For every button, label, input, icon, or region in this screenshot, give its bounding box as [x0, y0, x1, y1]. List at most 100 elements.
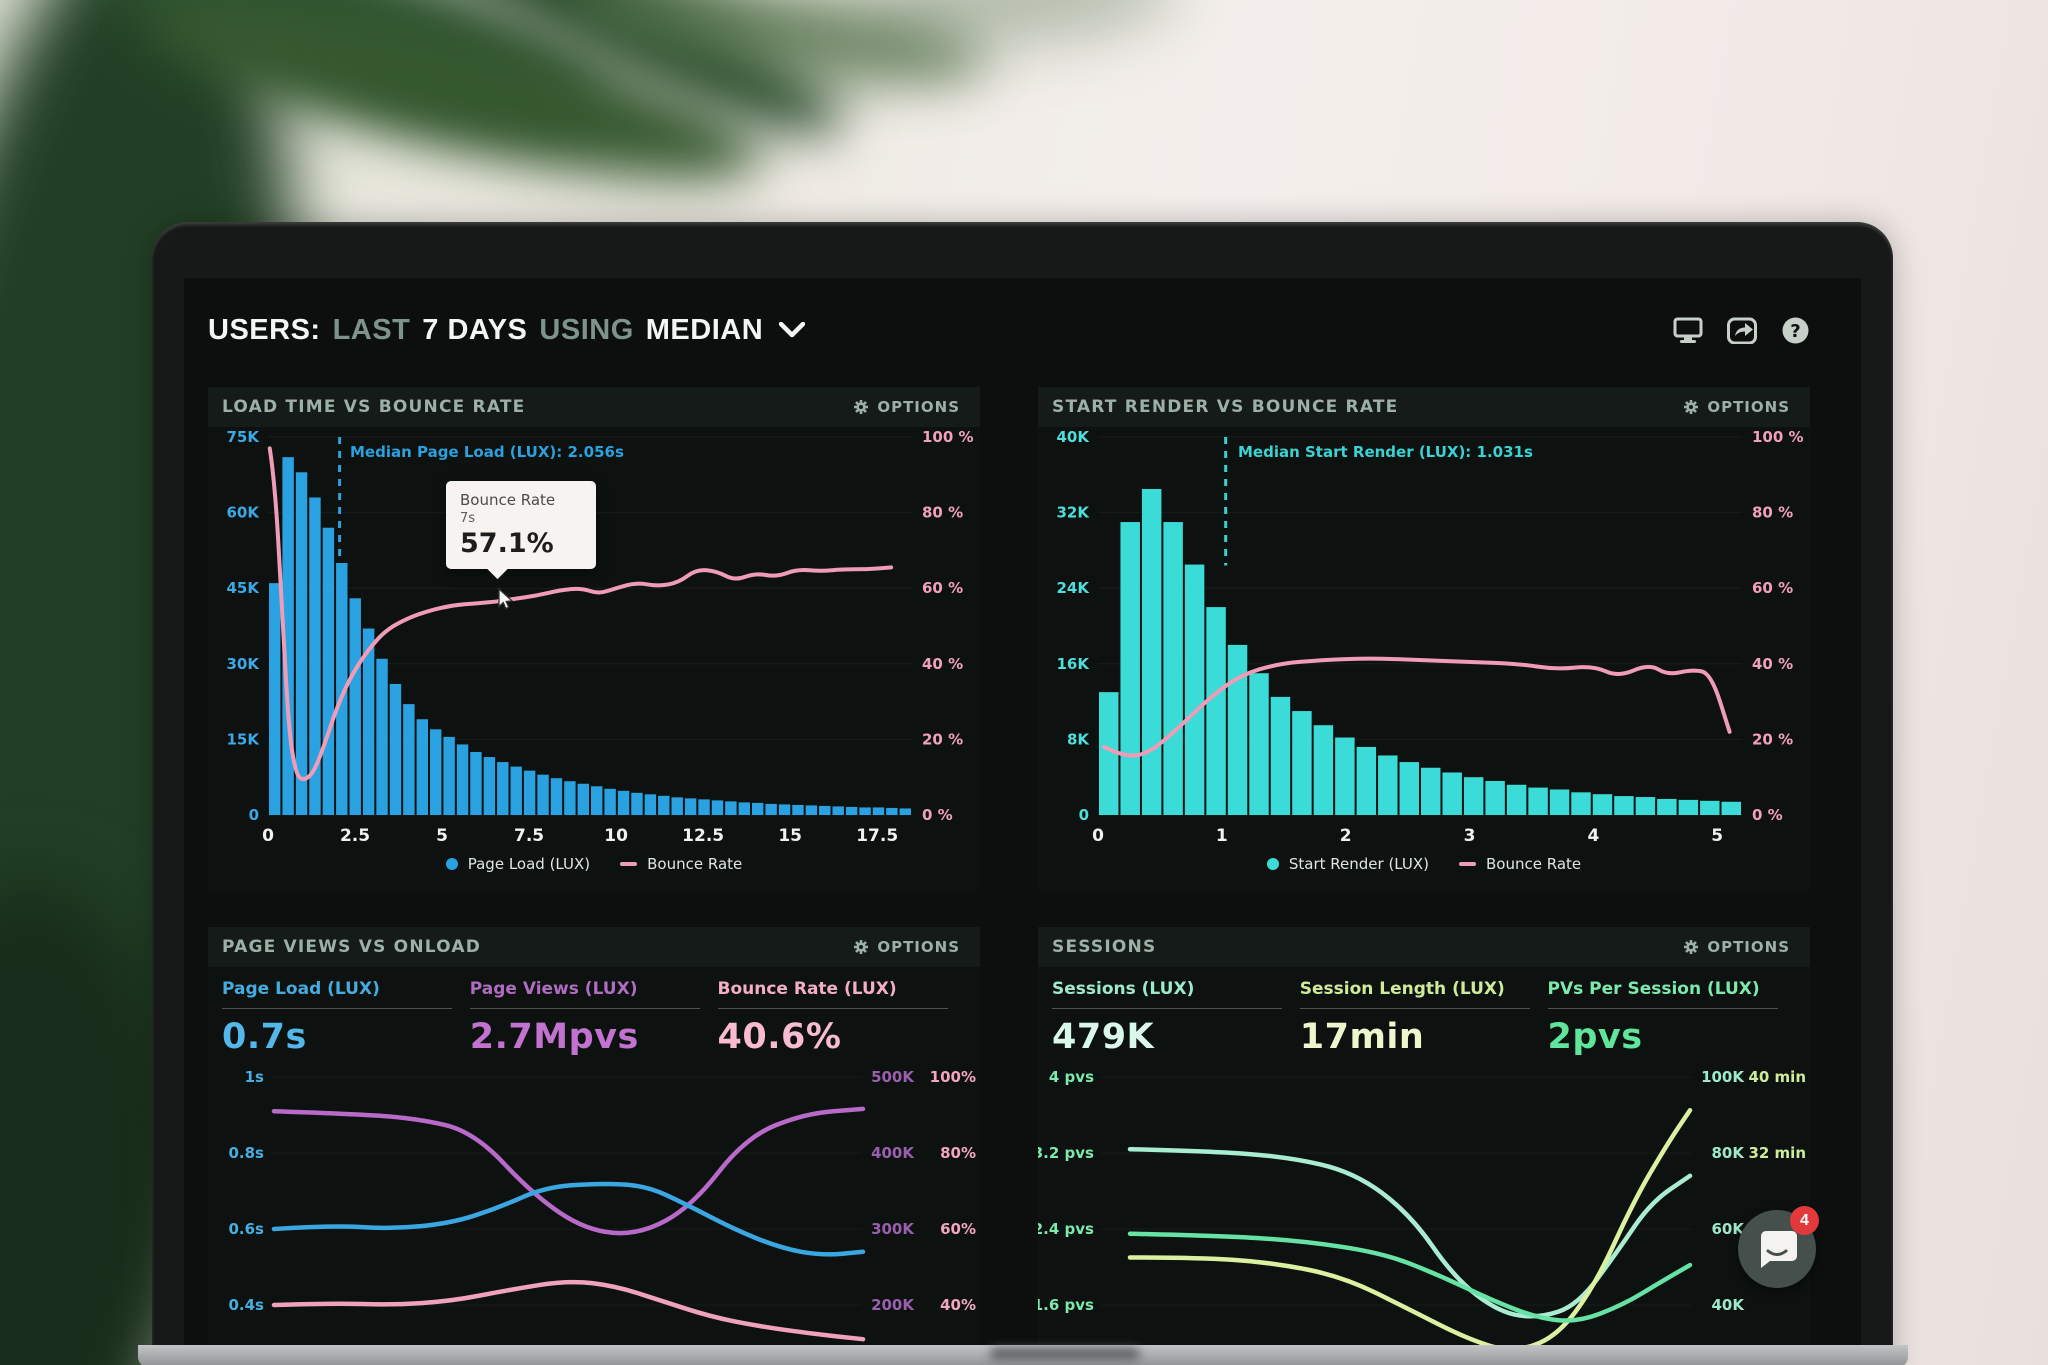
- svg-text:0: 0: [262, 826, 274, 846]
- panel-sessions: SESSIONS OPTIONS Sessions (LUX) 479K: [1038, 927, 1810, 1345]
- panel-header: PAGE VIEWS VS ONLOAD OPTIONS: [208, 927, 980, 967]
- users-range-dropdown[interactable]: USERS: LAST 7 DAYS USING MEDIAN: [208, 314, 806, 347]
- panel-title: LOAD TIME VS BOUNCE RATE: [222, 397, 526, 417]
- svg-text:0: 0: [1092, 826, 1104, 846]
- metric-value: 2pvs: [1547, 1017, 1643, 1057]
- intercom-launcher[interactable]: 4: [1738, 1206, 1819, 1288]
- svg-text:100K: 100K: [1701, 1068, 1745, 1086]
- svg-text:0.6s: 0.6s: [228, 1220, 264, 1238]
- options-button[interactable]: OPTIONS: [1677, 397, 1796, 417]
- tooltip-series: Bounce Rate: [460, 491, 556, 509]
- metric-divider: [1547, 1008, 1778, 1009]
- tooltip-value: 57.1%: [460, 528, 554, 559]
- tooltip-point: 7s: [460, 511, 476, 526]
- svg-text:45K: 45K: [227, 579, 261, 597]
- legend-item: Start Render (LUX): [1266, 855, 1429, 873]
- svg-text:80 %: 80 %: [922, 504, 963, 522]
- metric-page-views: Page Views (LUX) 2.7Mpvs: [469, 979, 718, 1059]
- svg-text:0 %: 0 %: [922, 806, 953, 824]
- svg-text:80 %: 80 %: [1752, 504, 1793, 522]
- svg-text:2: 2: [1340, 826, 1352, 846]
- svg-text:0 %: 0 %: [1752, 806, 1783, 824]
- chart-start-render-vs-bounce-rate: 40K 100 % 32K 80 % 24K 60 % 16K 40 % 8K 20 % 0 0 % 0…: [1057, 428, 1804, 846]
- svg-text:40 min: 40 min: [1748, 1068, 1806, 1086]
- metric-value: 0.7s: [222, 1017, 307, 1057]
- svg-text:32 min: 32 min: [1748, 1144, 1806, 1162]
- svg-text:0: 0: [249, 806, 259, 824]
- svg-text:20 %: 20 %: [922, 730, 963, 748]
- svg-text:60%: 60%: [940, 1220, 976, 1238]
- options-button[interactable]: OPTIONS: [847, 397, 966, 417]
- options-button[interactable]: OPTIONS: [847, 937, 966, 957]
- dashboard-screen: USERS: LAST 7 DAYS USING MEDIAN ?: [184, 278, 1861, 1345]
- chart-load-time-vs-bounce-rate: 75K 100 % 60K 80 % 45K 60 % 30K 40 % 15K 20 % 0 0 %…: [227, 428, 974, 846]
- svg-text:24K: 24K: [1057, 579, 1091, 597]
- svg-text:100%: 100%: [930, 1068, 976, 1086]
- panel-load-time-vs-bounce-rate: LOAD TIME VS BOUNCE RATE OPTIONS 75K 100 …: [208, 387, 980, 892]
- metric-page-load: Page Load (LUX) 0.7s: [222, 979, 470, 1059]
- legend-item: Bounce Rate: [620, 855, 742, 873]
- legend-line: [620, 862, 638, 866]
- legend-line: [1459, 862, 1477, 866]
- chart-area: 40K 100 % 32K 80 % 24K 60 % 16K 40 % 8K 20 % 0 0 % 0…: [1038, 427, 1810, 851]
- metric-divider: [1052, 1008, 1282, 1009]
- svg-text:16K: 16K: [1057, 655, 1091, 673]
- panel-title: START RENDER VS BOUNCE RATE: [1052, 397, 1399, 417]
- svg-text:32K: 32K: [1057, 504, 1091, 522]
- options-label: OPTIONS: [1707, 938, 1790, 956]
- svg-text:30K: 30K: [227, 655, 261, 673]
- chart-page-views-vs-onload: 1s 500K 100% 0.8s 400K 80% 0.6s 300K 60% 0.4s 200K…: [228, 1068, 976, 1342]
- help-icon[interactable]: ?: [1781, 316, 1810, 345]
- metric-label: Page Load (LUX): [222, 979, 380, 999]
- svg-text:200K: 200K: [871, 1296, 915, 1314]
- metric-label: Page Views (LUX): [469, 979, 638, 999]
- svg-text:2.4 pvs: 2.4 pvs: [1038, 1220, 1094, 1238]
- metric-label: Sessions (LUX): [1052, 979, 1195, 999]
- svg-text:80%: 80%: [940, 1144, 976, 1162]
- chart-tooltip: Bounce Rate 7s 57.1%: [446, 481, 596, 580]
- svg-text:1: 1: [1216, 826, 1228, 846]
- options-label: OPTIONS: [877, 938, 960, 956]
- svg-text:17.5: 17.5: [856, 826, 898, 846]
- svg-text:40K: 40K: [1712, 1296, 1746, 1314]
- panel-header: LOAD TIME VS BOUNCE RATE OPTIONS: [208, 387, 980, 427]
- svg-text:100 %: 100 %: [922, 428, 974, 446]
- share-icon[interactable]: [1727, 316, 1757, 344]
- svg-text:40 %: 40 %: [1752, 655, 1793, 673]
- metric-label: PVs Per Session (LUX): [1547, 979, 1760, 999]
- gear-icon: [1684, 940, 1699, 954]
- svg-text:10: 10: [604, 826, 628, 846]
- metric-divider: [1299, 1008, 1530, 1009]
- gear-icon: [854, 940, 869, 954]
- svg-text:0.8s: 0.8s: [228, 1144, 264, 1162]
- median-annotation: Median Start Render (LUX): 1.031s: [1238, 443, 1533, 461]
- legend-label: Page Load (LUX): [467, 855, 591, 873]
- svg-text:4: 4: [1587, 826, 1599, 846]
- svg-text:60K: 60K: [227, 504, 261, 522]
- header-icons: ?: [1673, 316, 1810, 345]
- svg-text:5: 5: [436, 826, 448, 846]
- svg-text:4 pvs: 4 pvs: [1049, 1068, 1094, 1086]
- svg-text:40 %: 40 %: [922, 655, 963, 673]
- unread-badge: 4: [1790, 1206, 1819, 1235]
- svg-text:400K: 400K: [871, 1144, 915, 1162]
- median-annotation: Median Page Load (LUX): 2.056s: [350, 443, 624, 461]
- svg-text:60 %: 60 %: [922, 579, 963, 597]
- metric-pvs-per-session: PVs Per Session (LUX) 2pvs: [1547, 979, 1796, 1059]
- svg-text:?: ?: [1790, 321, 1800, 342]
- options-button[interactable]: OPTIONS: [1677, 937, 1796, 957]
- mouse-cursor: [498, 587, 514, 610]
- metric-value: 479K: [1052, 1017, 1155, 1057]
- svg-text:300K: 300K: [871, 1220, 915, 1238]
- gear-icon: [854, 400, 869, 414]
- monitor-icon[interactable]: [1673, 316, 1703, 344]
- svg-text:100 %: 100 %: [1752, 428, 1804, 446]
- options-label: OPTIONS: [877, 398, 960, 416]
- legend-item: Page Load (LUX): [445, 855, 591, 873]
- svg-text:40%: 40%: [940, 1296, 976, 1314]
- panel-page-views-vs-onload: PAGE VIEWS VS ONLOAD OPTIONS Page Load (…: [208, 927, 980, 1345]
- svg-text:8K: 8K: [1067, 730, 1090, 748]
- svg-text:40K: 40K: [1057, 428, 1091, 446]
- metric-value: 2.7Mpvs: [469, 1017, 639, 1057]
- panel-title: SESSIONS: [1052, 937, 1157, 957]
